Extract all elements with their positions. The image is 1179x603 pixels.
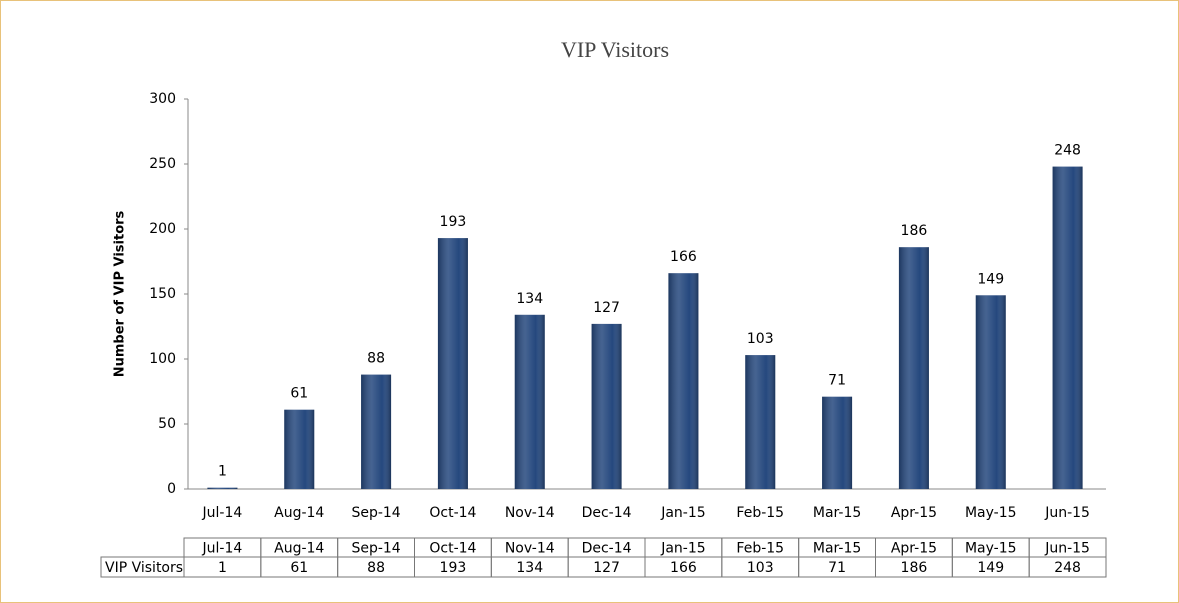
- y-tick-label: 250: [149, 156, 176, 172]
- x-tick-label: Jul-14: [202, 505, 243, 521]
- table-value: 71: [828, 560, 846, 576]
- data-label: 166: [670, 249, 697, 265]
- x-tick-label: Oct-14: [429, 505, 476, 521]
- data-label: 127: [593, 300, 620, 316]
- table-value: 193: [440, 560, 467, 576]
- table-value: 127: [593, 560, 620, 576]
- y-axis-label: Number of VIP Visitors: [113, 210, 128, 377]
- x-tick-label: May-15: [965, 505, 1017, 521]
- table-header: Jan-15: [660, 541, 705, 557]
- bar-shade: [822, 396, 853, 489]
- table-value: 166: [670, 560, 697, 576]
- x-tick-label: Apr-15: [891, 505, 937, 521]
- table-header: Mar-15: [813, 541, 861, 557]
- y-tick-label: 150: [149, 286, 176, 302]
- table-row-label: VIP Visitors: [105, 560, 183, 576]
- table-value: 134: [516, 560, 543, 576]
- data-label: 248: [1054, 143, 1081, 159]
- x-tick-label: Nov-14: [505, 505, 555, 521]
- bar-shade: [745, 355, 776, 489]
- x-tick-label: Aug-14: [274, 505, 324, 521]
- bar-shade: [975, 295, 1006, 489]
- data-label: 193: [440, 214, 467, 230]
- bar-shade: [437, 238, 468, 489]
- data-label: 186: [901, 223, 928, 239]
- chart-title: VIP Visitors: [561, 37, 669, 62]
- data-label: 149: [977, 271, 1004, 287]
- data-label: 61: [290, 386, 308, 402]
- table-value: 103: [747, 560, 774, 576]
- bar-shade: [591, 323, 622, 489]
- table-value: 248: [1054, 560, 1081, 576]
- table-header: Jun-15: [1044, 541, 1090, 557]
- x-tick-label: Sep-14: [351, 505, 400, 521]
- x-tick-label: Jan-15: [660, 505, 705, 521]
- y-tick-label: 0: [167, 481, 176, 497]
- data-label: 134: [516, 291, 543, 307]
- data-label: 103: [747, 331, 774, 347]
- table-header: Dec-14: [582, 541, 632, 557]
- table-header: Sep-14: [351, 541, 400, 557]
- y-tick-label: 100: [149, 351, 176, 367]
- table-header: May-15: [965, 541, 1017, 557]
- y-tick-label: 50: [158, 416, 176, 432]
- table-header: Apr-15: [891, 541, 937, 557]
- table-value: 61: [290, 560, 308, 576]
- x-tick-label: Jun-15: [1044, 505, 1090, 521]
- x-tick-label: Mar-15: [813, 505, 861, 521]
- y-tick-label: 200: [149, 221, 176, 237]
- table-header: Nov-14: [505, 541, 555, 557]
- x-tick-label: Dec-14: [582, 505, 632, 521]
- table-value: 1: [218, 560, 227, 576]
- bar-shade: [284, 409, 315, 489]
- y-tick-label: 300: [149, 91, 176, 107]
- bar-shade: [668, 273, 699, 489]
- bar-shade: [514, 314, 545, 489]
- x-tick-label: Feb-15: [736, 505, 784, 521]
- table-value: 149: [977, 560, 1004, 576]
- bar-shade: [361, 374, 392, 489]
- table-header: Jul-14: [202, 541, 243, 557]
- bar-shade: [898, 247, 929, 489]
- bar-shade: [1052, 166, 1083, 489]
- table-header: Aug-14: [274, 541, 324, 557]
- table-cell: [1028, 556, 1107, 578]
- data-label: 88: [367, 351, 385, 367]
- table-header: Oct-14: [429, 541, 476, 557]
- table-value: 186: [901, 560, 928, 576]
- bar-shade: [207, 487, 238, 489]
- data-label: 71: [828, 373, 846, 389]
- table-header: Feb-15: [736, 541, 784, 557]
- data-label: 1: [218, 464, 227, 480]
- table-value: 88: [367, 560, 385, 576]
